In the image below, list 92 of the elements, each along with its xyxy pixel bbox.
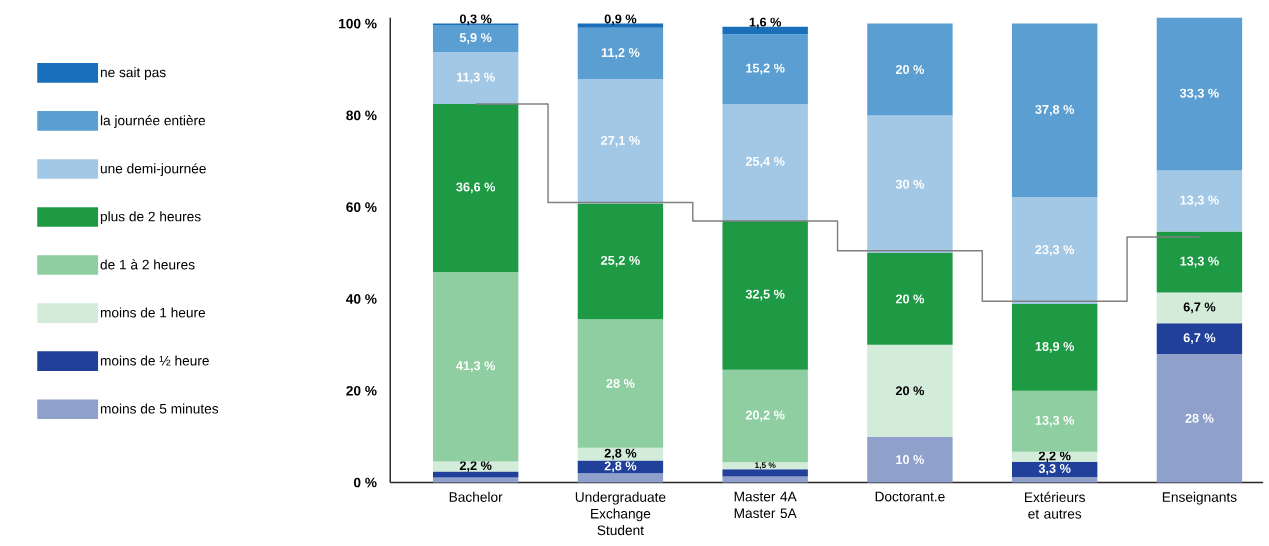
bar (432, 103, 519, 272)
data-label: 28 % (606, 378, 635, 388)
bar (1156, 17, 1243, 171)
data-label: 41,3 % (456, 361, 496, 372)
y-tick-label: 0 % (353, 477, 377, 488)
bar (1011, 461, 1098, 477)
data-label: 13,3 % (1180, 256, 1219, 268)
bar (867, 115, 953, 253)
x-tick-label: Bachelor (449, 491, 503, 502)
bar (722, 220, 808, 370)
data-label: 30 % (895, 179, 925, 189)
data-label: 5,9 % (459, 32, 492, 44)
y-tick-label: 20 % (346, 385, 377, 396)
data-label: 25,2 % (601, 255, 640, 267)
bar (1011, 303, 1098, 391)
data-label: 37,8 % (1035, 104, 1075, 116)
data-label: 20 % (895, 64, 925, 74)
data-label: 15,2 % (746, 63, 785, 75)
data-label: 27,1 % (601, 135, 640, 147)
data-label: 2,2 % (459, 460, 492, 472)
bar (577, 319, 664, 448)
bar (1011, 476, 1098, 483)
bar (722, 34, 808, 104)
legend-label: plus de 2 heures (100, 211, 201, 224)
bar (867, 23, 953, 116)
data-label: 23,3 % (1035, 245, 1075, 256)
data-label: 28 % (1185, 413, 1214, 423)
bar (867, 344, 953, 437)
x-tick-label: Master 4A Master 5A (734, 491, 797, 518)
bar (722, 476, 808, 483)
bar (722, 369, 808, 463)
data-label: 3,3 % (1038, 463, 1071, 475)
bar (1156, 231, 1243, 293)
legend-label: ne sait pas (100, 67, 166, 80)
data-label: 36,6 % (456, 182, 496, 194)
legend-label: une demi-journée (100, 163, 206, 176)
bar (1156, 353, 1243, 483)
data-label: 1,5 % (755, 462, 776, 470)
y-tick-label: 100 % (339, 18, 377, 29)
x-tick-label: Doctorant.e (875, 491, 945, 502)
legend-label: de 1 à 2 heures (100, 259, 195, 270)
data-label: 33,3 % (1179, 88, 1219, 100)
y-tick-label: 80 % (346, 110, 377, 121)
bar (432, 24, 519, 52)
bar (1156, 323, 1243, 354)
bar (722, 469, 808, 477)
data-label: 6,7 % (1183, 333, 1216, 344)
y-tick-label: 40 % (346, 293, 377, 304)
data-label: 6,7 % (1183, 302, 1216, 314)
data-label: 20 % (895, 386, 925, 396)
data-label: 13,3 % (1035, 415, 1075, 427)
y-tick-label: 60 % (346, 202, 377, 212)
bar (432, 51, 519, 104)
bar (722, 462, 808, 470)
legend-label: la journée entière (100, 114, 206, 128)
data-label: 11,3 % (457, 72, 495, 84)
data-label: 0,9 % (604, 14, 637, 26)
x-tick-label: Enseignants (1162, 491, 1237, 505)
bar (1156, 292, 1243, 324)
x-tick-label: Extérieurs et autres (1025, 491, 1085, 519)
data-label: 11,2 % (601, 47, 640, 59)
data-label: 13,3 % (1180, 195, 1219, 207)
bar (432, 461, 519, 472)
bar (1011, 196, 1098, 304)
data-label: 10 % (896, 454, 925, 464)
bar (577, 203, 664, 320)
bar (432, 271, 519, 462)
bar (867, 252, 953, 345)
data-label: 1,6 % (749, 17, 782, 29)
data-label: 2,8 % (604, 448, 637, 460)
bar (1011, 23, 1098, 197)
bar (432, 477, 519, 483)
bar (1156, 170, 1243, 232)
data-label: 0,3 % (459, 14, 492, 26)
bar (577, 27, 664, 80)
x-tick-label: Undergraduate Exchange Student (575, 491, 666, 535)
data-label: 18,9 % (1035, 341, 1075, 353)
legend-label: moins de 1 heure (100, 307, 206, 318)
bar (577, 460, 664, 474)
data-label: 32,5 % (745, 289, 785, 301)
data-label: 2,2 % (1038, 451, 1071, 463)
legend-label: moins de 5 minutes (100, 403, 219, 414)
data-label: 20,2 % (745, 410, 785, 422)
bar (577, 79, 664, 204)
data-label: 2,8 % (604, 461, 637, 473)
bar (722, 103, 808, 221)
bar (867, 436, 953, 483)
data-label: 25,4 % (745, 156, 785, 168)
bar (1011, 390, 1098, 452)
data-label: 20 % (895, 294, 925, 304)
bar (577, 473, 664, 483)
legend-label: moins de ½ heure (100, 355, 209, 366)
